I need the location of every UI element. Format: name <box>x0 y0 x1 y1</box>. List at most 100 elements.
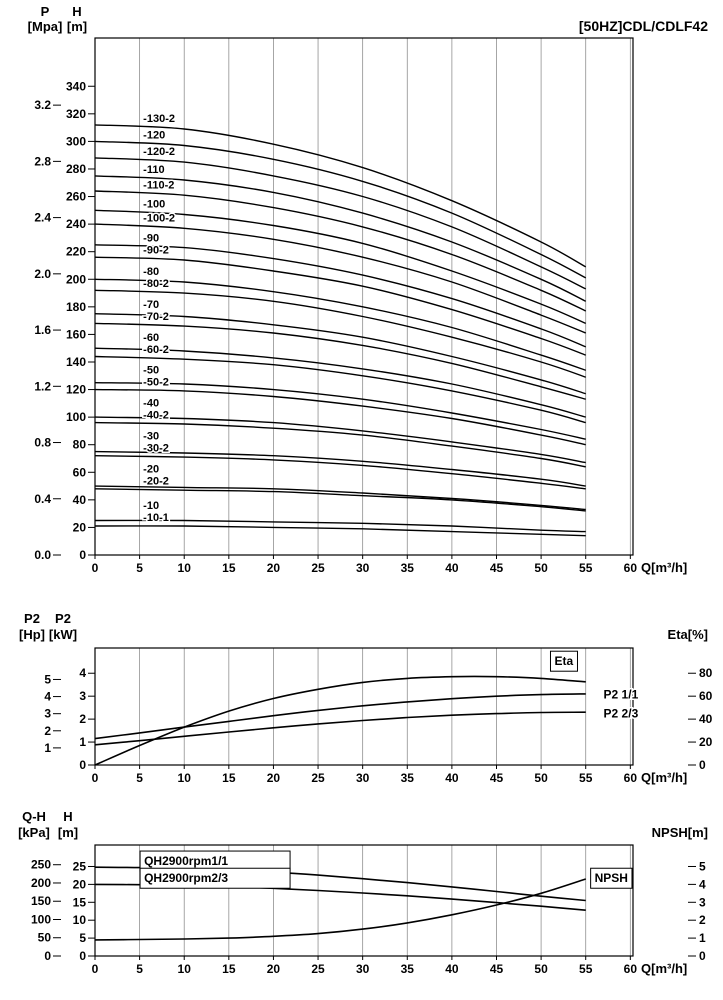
mid-left-axis-kw-unit: [kW] <box>49 627 77 642</box>
curve-label--70-2: -70-2 <box>143 311 169 323</box>
left-inner-tick-label: 0 <box>79 758 86 772</box>
left-outer-tick-label: 4 <box>44 690 51 704</box>
right-tick-label: 0 <box>699 758 706 772</box>
left-inner-tick-label: 25 <box>73 859 87 873</box>
left-inner-tick-label: 80 <box>73 438 87 452</box>
left-outer-tick-label: 0.0 <box>34 548 51 562</box>
top-left-axis-h-title: H <box>72 4 81 19</box>
left-inner-tick-label: 40 <box>73 493 87 507</box>
bot-left-axis-m-unit: [m] <box>58 825 78 840</box>
x-tick-label: 60 <box>624 771 638 785</box>
curve--60 <box>94 347 586 418</box>
x-tick-label: 35 <box>401 962 415 976</box>
curve-label-eta: Eta <box>554 654 573 668</box>
right-tick-label: 2 <box>699 913 706 927</box>
x-tick-label: 45 <box>490 561 504 575</box>
left-inner-tick-label: 3 <box>79 689 86 703</box>
x-tick-label: 55 <box>579 962 593 976</box>
left-inner-tick-label: 240 <box>66 217 86 231</box>
curve--30-2 <box>94 455 586 490</box>
x-tick-label: 50 <box>534 962 548 976</box>
curve-label--70: -70 <box>143 299 159 311</box>
left-inner-tick-label: 1 <box>79 735 86 749</box>
curve-label-box <box>590 867 633 889</box>
curve-label-box <box>139 867 291 889</box>
left-outer-tick-label: 0 <box>44 949 51 963</box>
curve-label--20-2: -20-2 <box>143 476 169 488</box>
curve--80 <box>94 278 586 371</box>
left-outer-tick-label: 3 <box>44 707 51 721</box>
curve--130-2 <box>94 124 587 268</box>
left-inner-tick-label: 5 <box>79 931 86 945</box>
left-outer-tick-label: 1 <box>44 741 51 755</box>
top-x-axis-label: Q[m³/h] <box>641 560 687 575</box>
left-outer-tick-label: 5 <box>44 672 51 686</box>
x-tick-label: 25 <box>311 771 325 785</box>
bot-x-axis-label: Q[m³/h] <box>641 961 687 976</box>
top-left-axis-p-unit: [Mpa] <box>28 19 63 34</box>
x-tick-label: 10 <box>178 771 192 785</box>
curve-label--60-2: -60-2 <box>143 344 169 356</box>
x-tick-label: 55 <box>579 561 593 575</box>
left-inner-tick-label: 220 <box>66 245 86 259</box>
curve--40-2 <box>94 421 586 468</box>
curve-label--110: -110 <box>143 164 164 176</box>
curve--100 <box>94 209 586 325</box>
x-tick-label: 45 <box>490 962 504 976</box>
x-tick-label: 30 <box>356 962 370 976</box>
curve-npsh <box>94 878 586 941</box>
left-outer-tick-label: 1.2 <box>34 379 51 393</box>
mid-left-axis-hp-title: P2 <box>24 611 40 626</box>
x-tick-label: 60 <box>624 561 638 575</box>
plot-frame <box>94 37 634 556</box>
left-inner-tick-label: 0 <box>79 949 86 963</box>
curve-label--130-2: -130-2 <box>143 113 175 125</box>
mid-left-axis-hp-unit: [Hp] <box>19 627 45 642</box>
right-tick-label: 0 <box>699 949 706 963</box>
x-tick-label: 20 <box>267 962 281 976</box>
left-outer-tick-label: 100 <box>31 912 51 926</box>
plot-frame <box>94 844 634 957</box>
left-inner-tick-label: 120 <box>66 383 86 397</box>
left-inner-tick-label: 140 <box>66 355 86 369</box>
curve-p2-2-3 <box>94 711 586 746</box>
left-outer-tick-label: 150 <box>31 894 51 908</box>
left-outer-tick-label: 3.2 <box>34 98 51 112</box>
left-inner-tick-label: 320 <box>66 107 86 121</box>
right-tick-label: 1 <box>699 931 706 945</box>
curve-label--10-1: -10-1 <box>143 512 169 524</box>
right-tick-label: 20 <box>699 735 713 749</box>
left-inner-tick-label: 20 <box>73 520 87 534</box>
x-tick-label: 15 <box>222 962 236 976</box>
left-inner-tick-label: 340 <box>66 79 86 93</box>
curve-label--90: -90 <box>143 232 159 244</box>
curve--50 <box>94 382 586 440</box>
left-outer-tick-label: 200 <box>31 876 51 890</box>
x-tick-label: 5 <box>136 561 143 575</box>
curve-label-npsh: NPSH <box>595 871 628 885</box>
curve-label--90-2: -90-2 <box>143 245 169 257</box>
left-outer-tick-label: 1.6 <box>34 323 51 337</box>
bot-left-axis-kpa-title: Q-H <box>22 809 46 824</box>
curve--20-2 <box>94 488 586 512</box>
curve--50-2 <box>94 388 586 446</box>
left-outer-tick-label: 2.0 <box>34 267 51 281</box>
left-inner-tick-label: 160 <box>66 327 86 341</box>
left-inner-tick-label: 200 <box>66 272 86 286</box>
right-tick-label: 3 <box>699 895 706 909</box>
curve--30 <box>94 450 586 487</box>
curve-label--110-2: -110-2 <box>143 179 174 191</box>
curve--80-2 <box>94 289 586 378</box>
x-tick-label: 40 <box>445 771 459 785</box>
curve-label--20: -20 <box>143 464 159 476</box>
curve--10-1 <box>94 525 586 537</box>
left-outer-tick-label: 0.4 <box>34 492 51 506</box>
single-stage-head-npsh-chart: 0 5 10 15 20 25 30 35 40 45 50 55 600510152025050100… <box>31 844 706 976</box>
curve-label--10: -10 <box>143 500 159 512</box>
top-left-axis-h-unit: [m] <box>67 19 87 34</box>
curve--70 <box>94 313 586 395</box>
x-tick-label: 0 <box>92 771 99 785</box>
curve--110 <box>94 175 587 302</box>
x-tick-label: 10 <box>178 962 192 976</box>
left-inner-tick-label: 10 <box>73 913 87 927</box>
